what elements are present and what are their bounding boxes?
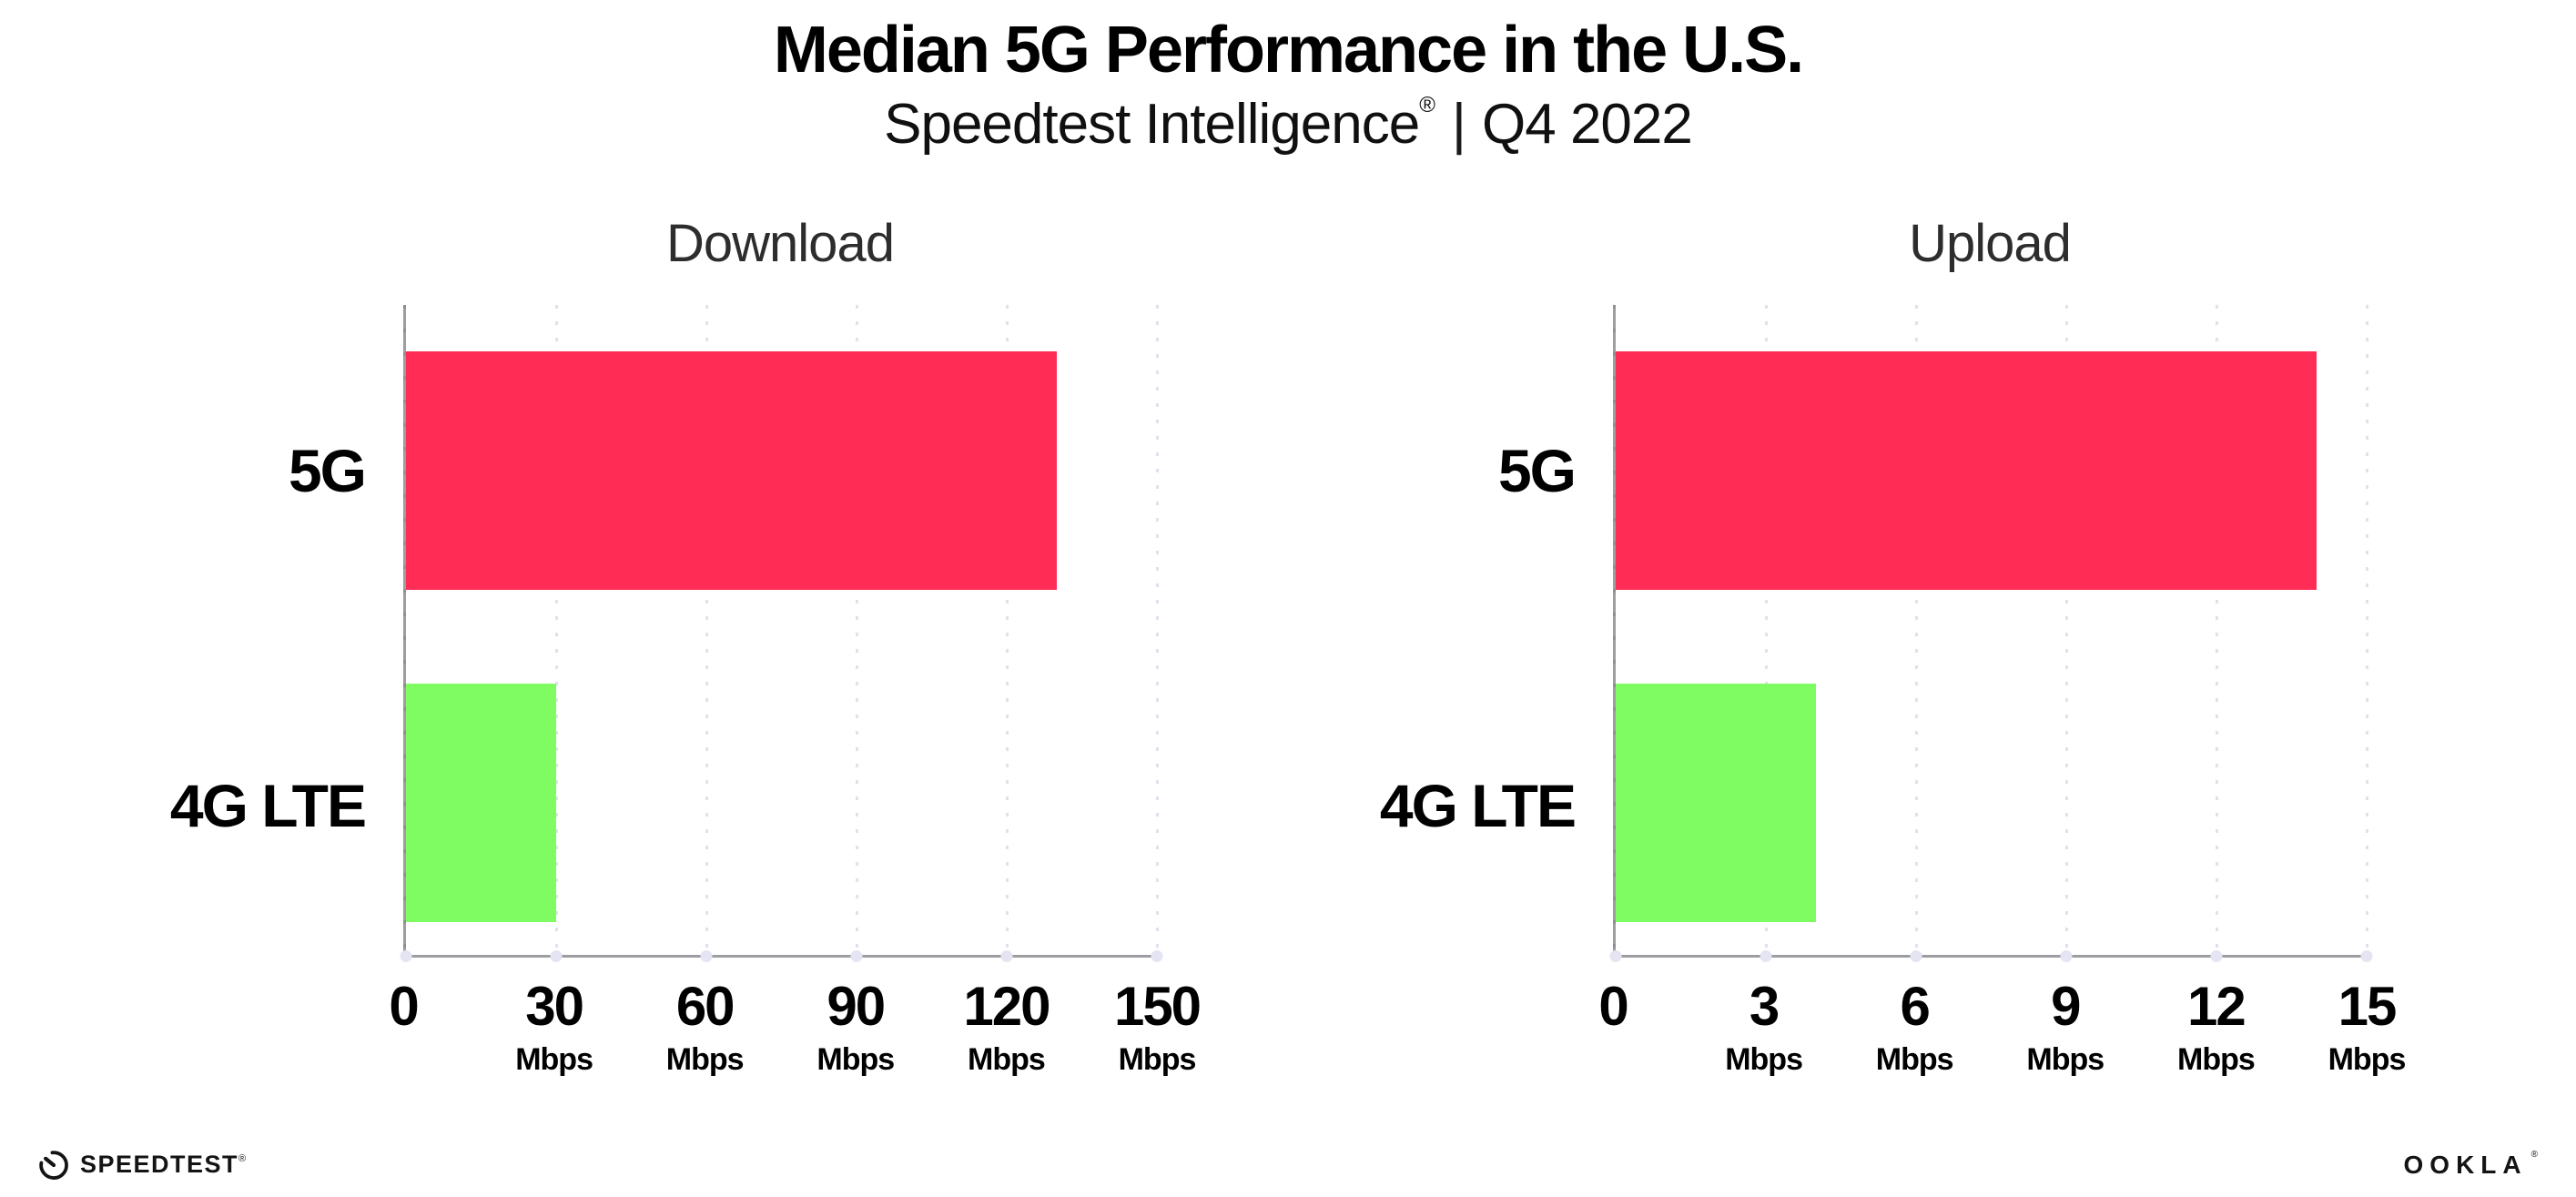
upload-plot-area [1609,305,2373,962]
x-tick-label-12: 12 Mbps [2177,976,2256,1078]
bar-5g-upload [1616,350,2317,590]
x-tick-unit: Mbps [665,1042,745,1077]
upload-x-axis: 0 3 Mbps 6 Mbps 9 Mbps 12 Mbps 15 Mbps [1598,958,2406,1117]
download-chart-title: Download [666,214,895,273]
x-tick-value: 15 [2338,976,2398,1037]
x-tick-label-3: 3 Mbps [1725,976,1803,1078]
speedtest-logo: SPEEDTEST® [36,1148,246,1182]
download-plot-area [400,305,1163,962]
x-tick-value: 90 [827,976,886,1037]
x-tick-label-0: 0 [1598,976,1628,1037]
x-tick-value: 60 [675,976,735,1037]
bar-5g-download [406,350,1057,590]
gridline-12-mbps [2215,305,2218,955]
upload-chart-body: 5G 4G LTE [1322,305,2373,962]
speedtest-gauge-icon [39,1151,68,1180]
axis-tick-dot [2360,950,2373,962]
subtitle-divider: | [1451,93,1466,157]
x-tick-label-6: 6 Mbps [1875,976,1954,1078]
gridline-30-mbps [554,305,558,955]
gridline-15-mbps [2365,305,2368,955]
gridline-3-mbps [1764,305,1768,955]
bar-4g-lte-upload [1616,684,1816,923]
page-title: Median 5G Performance in the U.S. [773,14,1804,86]
axis-tick-dot [850,950,863,962]
x-tick-unit: Mbps [515,1042,593,1077]
axis-tick-dot [1760,950,1772,962]
x-tick-unit: Mbps [967,1042,1046,1077]
x-tick-unit: Mbps [1725,1042,1803,1077]
x-tick-unit: Mbps [816,1042,895,1077]
x-tick-label-15: 15 Mbps [2328,976,2407,1078]
axis-tick-dot [2060,950,2073,962]
x-tick-label-9: 9 Mbps [2026,978,2104,1078]
x-tick-label-60: 60 Mbps [665,976,745,1078]
speedtest-registered-mark: ® [238,1153,247,1164]
axis-tick-dot [1609,950,1622,962]
gridline-60-mbps [705,305,708,955]
x-tick-value: 30 [525,976,584,1037]
category-label-5g: 5G [288,437,367,505]
download-chart-body: 5G 4G LTE [112,305,1163,962]
x-tick-value: 0 [389,976,419,1037]
x-tick-value: 0 [1598,976,1628,1037]
upload-chart-title: Upload [1909,214,2072,273]
x-tick-label-150: 150 Mbps [1113,976,1202,1078]
gridline-9-mbps [2064,305,2068,955]
gridline-6-mbps [1914,305,1918,955]
axis-tick-dot [1151,950,1163,962]
ookla-registered-mark: ® [2530,1150,2538,1160]
axis-tick-dot [550,950,563,962]
footer: SPEEDTEST® OOKLA ® [36,1148,2538,1182]
upload-y-axis-labels: 5G 4G LTE [1322,305,1613,958]
gridline-90-mbps [855,305,858,955]
axis-tick-dot [2210,950,2223,962]
gridline-120-mbps [1005,305,1009,955]
x-tick-value: 120 [963,976,1050,1037]
x-tick-unit: Mbps [2177,1042,2256,1077]
header: Median 5G Performance in the U.S. Speedt… [0,0,2576,182]
x-tick-value: 150 [1113,976,1202,1037]
download-x-axis: 0 30 Mbps 60 Mbps 90 Mbps 120 Mbps 150 Mbps [389,958,1202,1117]
axis-tick-dot [1000,950,1013,962]
ookla-wordmark: OOKLA [2403,1151,2528,1179]
axis-tick-dot [700,950,713,962]
gridline-150-mbps [1155,305,1159,955]
x-tick-label-0: 0 [389,976,419,1037]
charts-row: Download 5G 4G LTE 0 30 Mbps 60 Mbps 90 Mbps 12… [0,182,2576,1117]
x-tick-label-90: 90 Mbps [816,976,895,1078]
download-y-axis-labels: 5G 4G LTE [112,305,403,958]
download-chart: Download 5G 4G LTE 0 30 Mbps 60 Mbps 90 Mbps 12… [112,182,1202,1117]
x-tick-value: 12 [2187,976,2246,1037]
x-tick-label-30: 30 Mbps [515,978,593,1078]
x-tick-unit: Mbps [1118,1042,1197,1077]
x-tick-value: 3 [1749,976,1780,1037]
x-tick-label-120: 120 Mbps [963,976,1050,1078]
page-subtitle: Speedtest Intelligence® | Q4 2022 [0,92,2576,157]
category-label-4g-lte: 4G LTE [169,771,367,839]
bar-4g-lte-download [406,684,556,923]
x-tick-unit: Mbps [2026,1042,2104,1077]
category-label-5g: 5G [1497,437,1577,505]
axis-tick-dot [400,950,412,962]
axis-tick-dot [1910,950,1922,962]
x-tick-value: 6 [1900,976,1931,1037]
upload-chart: Upload 5G 4G LTE 0 3 Mbps 6 Mbps 9 Mbps 12 Mbps 1… [1322,182,2407,1117]
speedtest-wordmark: SPEEDTEST [80,1151,239,1178]
subtitle-period: Q4 2022 [1482,93,1693,157]
subtitle-brand: Speedtest Intelligence [884,93,1420,157]
registered-mark: ® [1419,93,1435,118]
x-tick-value: 9 [2051,976,2081,1037]
category-label-4g-lte: 4G LTE [1379,771,1577,839]
ookla-logo: OOKLA ® [2404,1150,2538,1181]
x-tick-unit: Mbps [2328,1042,2407,1077]
x-tick-unit: Mbps [1875,1042,1954,1077]
